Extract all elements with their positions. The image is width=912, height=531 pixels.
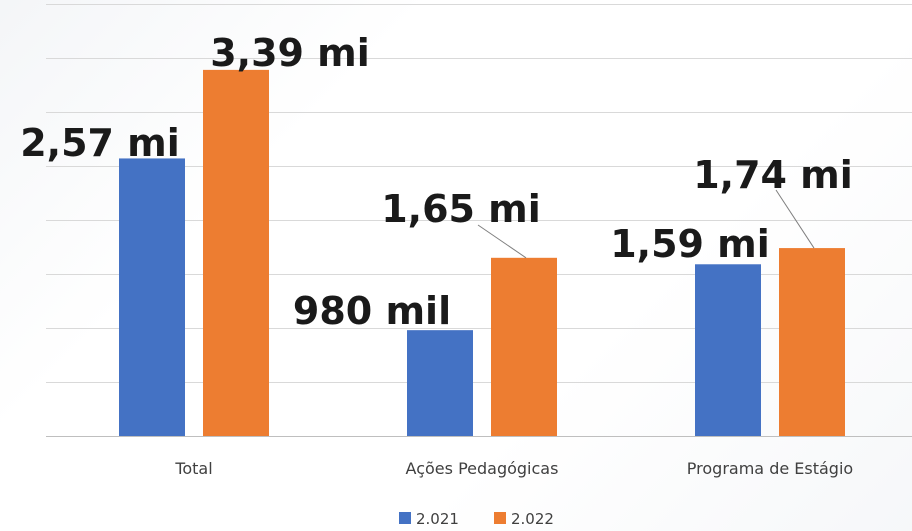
bars: [119, 69, 845, 436]
data-label-2021-2: 1,59 mi: [610, 222, 770, 266]
gridlines: [46, 4, 912, 437]
bar-2021-0: [119, 158, 185, 436]
category-label-2: Programa de Estágio: [687, 459, 853, 478]
category-label-0: Total: [174, 459, 212, 478]
legend-swatch-2022: [494, 512, 506, 524]
leader-lines: [477, 189, 815, 259]
bar-2021-1: [407, 330, 473, 436]
legend-label-2021: 2.021: [416, 510, 459, 528]
bar-2022-2: [779, 248, 845, 436]
data-label-2022-0: 3,39 mi: [210, 31, 370, 75]
leader-line-2: [775, 189, 815, 249]
bar-2022-1: [491, 257, 557, 436]
bar-2021-2: [695, 264, 761, 436]
data-label-2021-0: 2,57 mi: [20, 121, 180, 165]
leader-line-1: [477, 224, 527, 259]
data-label-2021-1: 980 mil: [293, 289, 451, 333]
category-label-1: Ações Pedagógicas: [406, 459, 559, 478]
data-label-2022-1: 1,65 mi: [381, 187, 541, 231]
legend-swatch-2021: [399, 512, 411, 524]
legend: 2.021 2.022: [399, 510, 554, 528]
bar-2022-0: [203, 69, 269, 436]
category-labels: Total Ações Pedagógicas Programa de Estági…: [174, 459, 853, 478]
legend-label-2022: 2.022: [511, 510, 554, 528]
data-label-2022-2: 1,74 mi: [693, 153, 853, 197]
data-labels: 2,57 mi 980 mil 1,59 mi 3,39 mi 1,65 mi 1,74 …: [20, 31, 853, 333]
